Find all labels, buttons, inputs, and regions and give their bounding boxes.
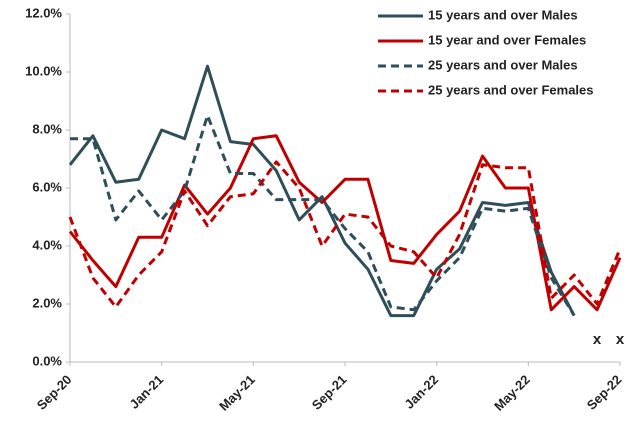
legend-label: 15 year and over Females [428,32,586,47]
legend-label: 25 years and over Females [428,82,594,97]
y-tick-label: 8.0% [32,121,62,136]
x-tick-label: Jan-21 [126,372,166,412]
y-tick-label: 12.0% [25,5,62,20]
legend-label: 15 years and over Males [428,7,578,22]
legend-label: 25 years and over Males [428,57,578,72]
x-tick-label: Jan-22 [401,372,441,412]
x-tick-label: May-21 [216,372,258,414]
series-line [68,160,622,309]
annotation: x [593,331,602,348]
series-line [68,64,576,318]
y-tick-label: 2.0% [32,295,62,310]
x-tick-label: May-22 [491,372,533,414]
x-tick-label: Sep-22 [584,372,625,413]
series-line [70,114,576,317]
y-tick-label: 6.0% [32,179,62,194]
x-tick-label: Sep-20 [34,372,75,413]
x-tick-label: Sep-21 [309,372,350,413]
y-tick-label: 10.0% [25,63,62,78]
y-tick-label: 0.0% [32,353,62,368]
series-line [68,134,622,312]
y-tick-label: 4.0% [32,237,62,252]
annotation: x [616,331,625,348]
